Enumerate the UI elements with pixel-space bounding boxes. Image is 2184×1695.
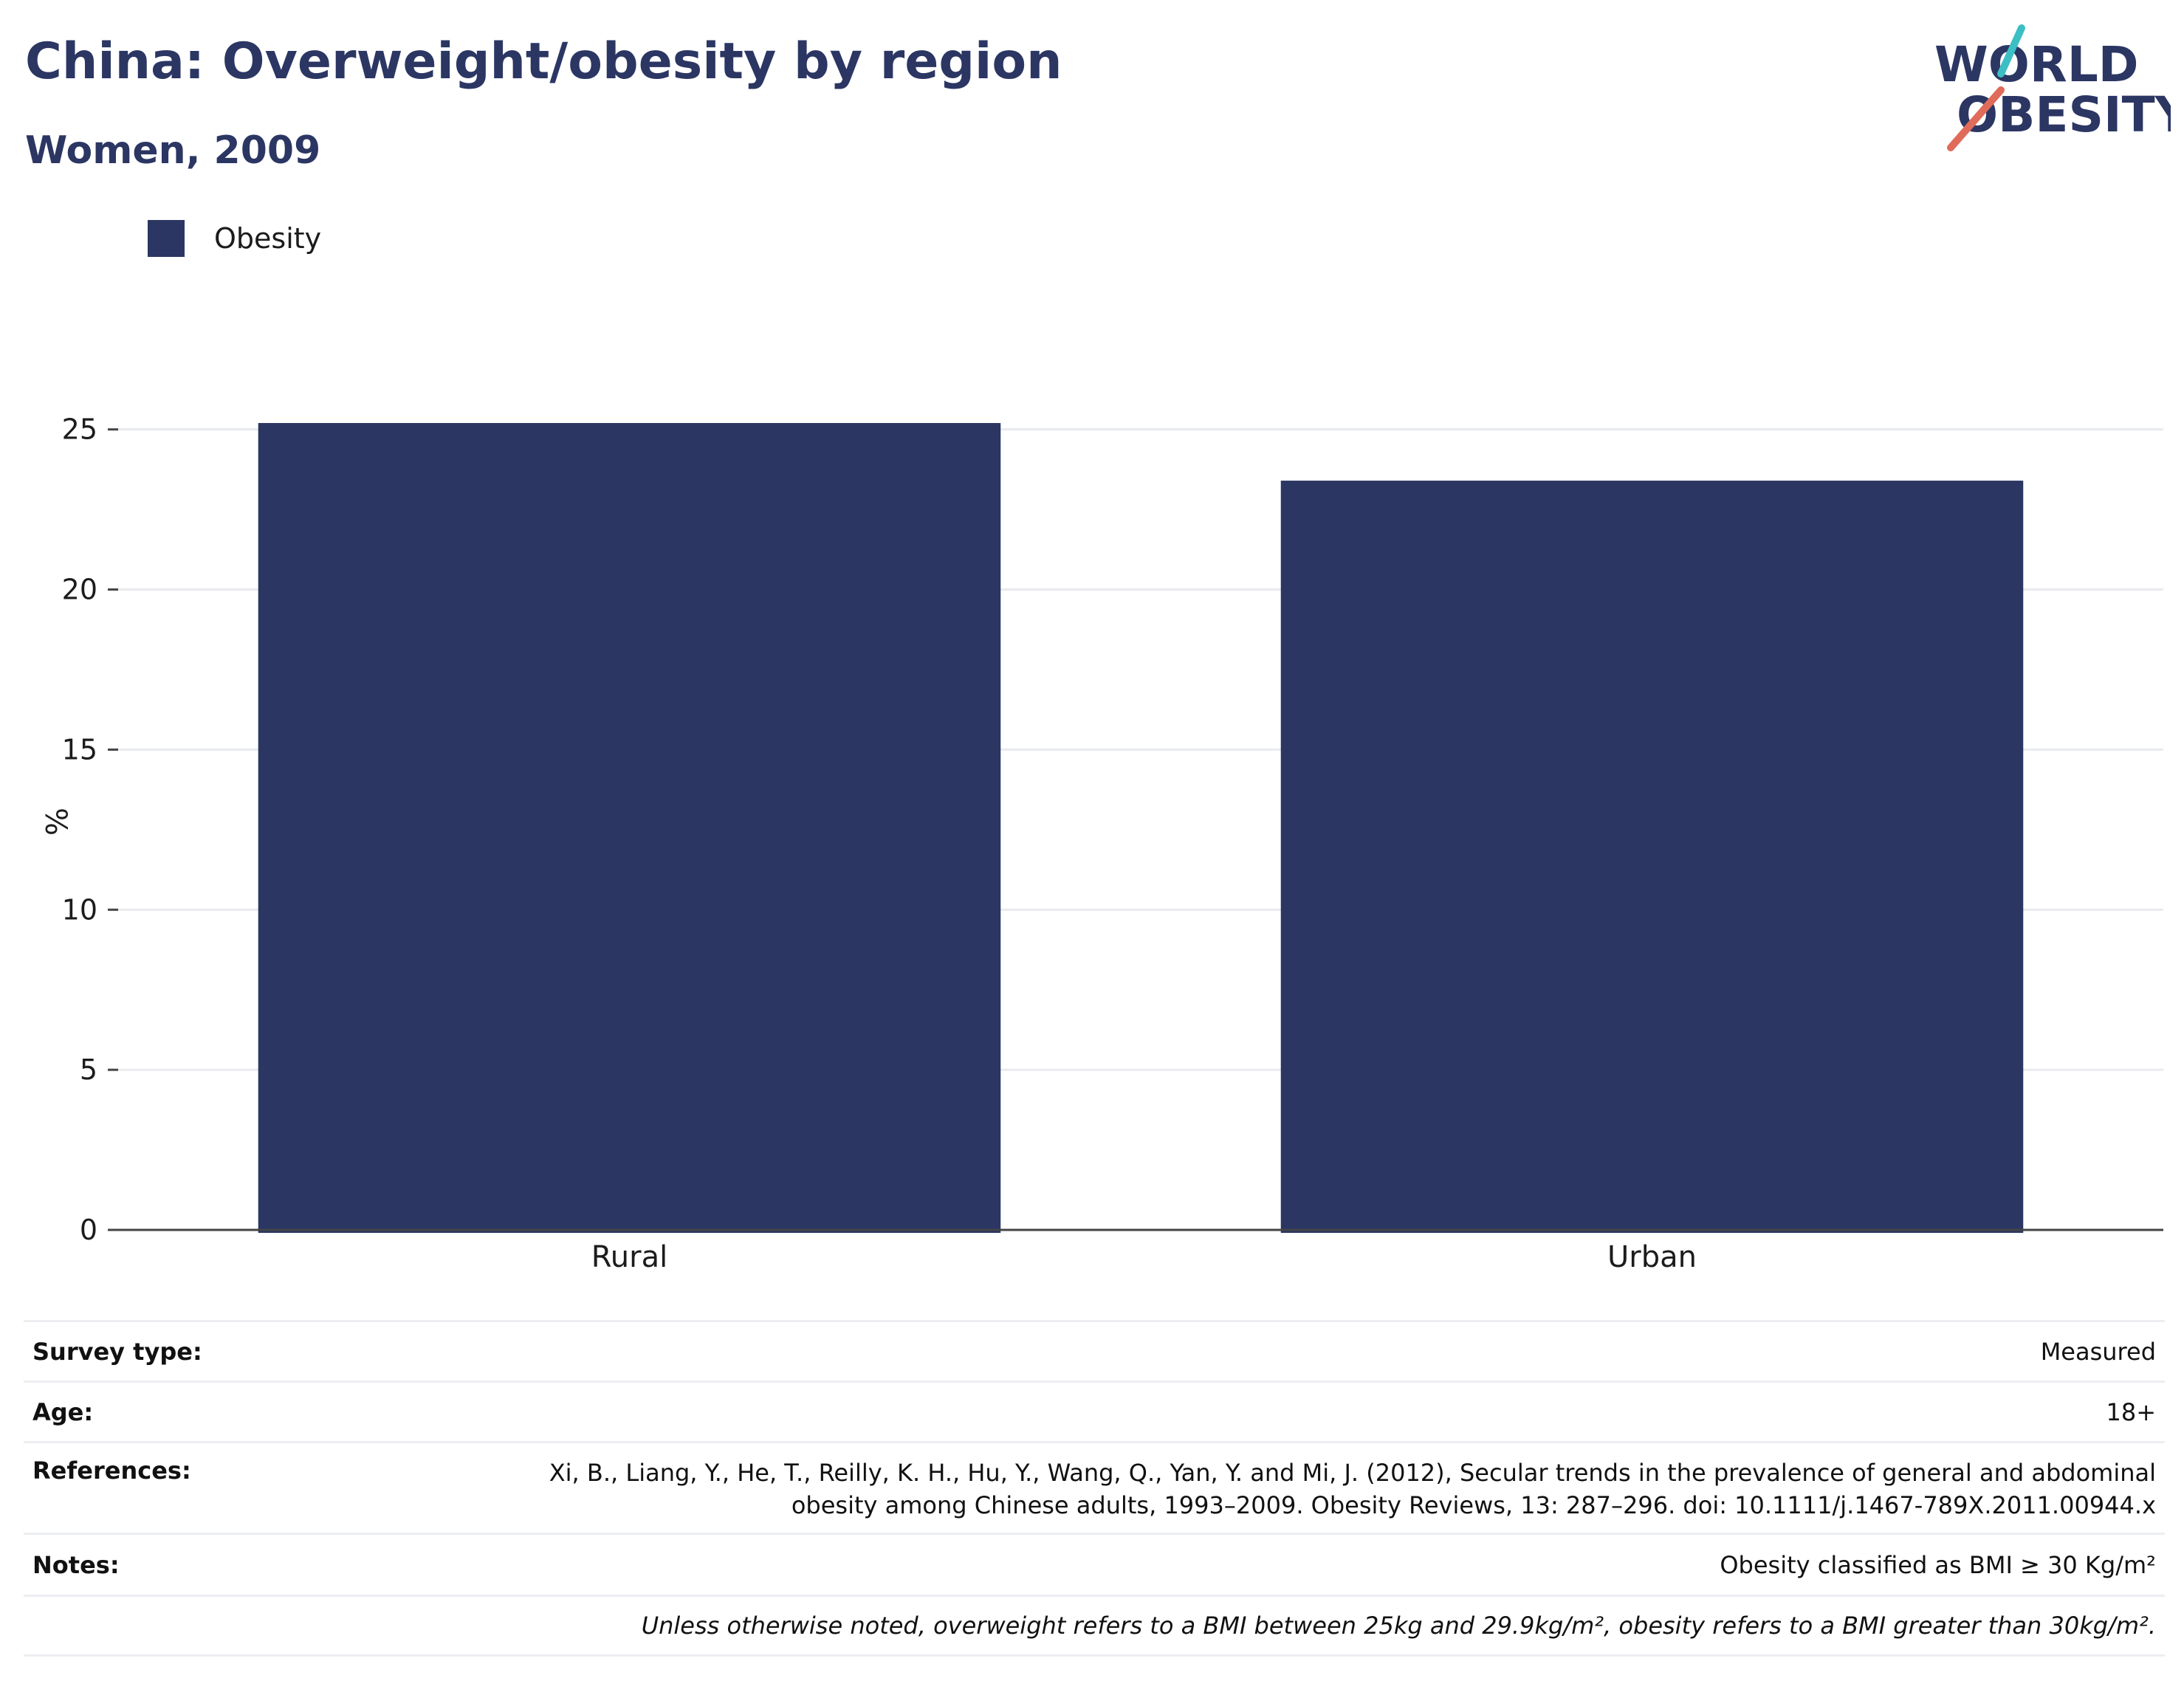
info-row-notes: Notes: Obesity classified as BMI ≥ 30 Kg… — [24, 1533, 2165, 1595]
survey-type-value: Measured — [2040, 1337, 2156, 1366]
info-row-references: References: Xi, B., Liang, Y., He, T., R… — [24, 1441, 2165, 1533]
logo-text-world: WORLD — [1934, 36, 2139, 93]
survey-type-label: Survey type: — [32, 1337, 202, 1366]
info-table: Survey type: Measured Age: 18+ Reference… — [24, 1320, 2165, 1657]
x-tick-label-rural: Rural — [591, 1240, 667, 1274]
chart-subtitle: Women, 2009 — [25, 128, 321, 173]
footnote-text: Unless otherwise noted, overweight refer… — [641, 1612, 2156, 1640]
references-line-1: Xi, B., Liang, Y., He, T., Reilly, K. H.… — [549, 1459, 2156, 1487]
logo-slash-teal — [1997, 24, 2025, 78]
notes-label: Notes: — [32, 1550, 120, 1579]
age-value: 18+ — [2106, 1397, 2156, 1426]
logo-slash-coral — [1947, 86, 2005, 151]
legend-swatch-obesity — [148, 220, 185, 257]
references-value: Xi, B., Liang, Y., He, T., Reilly, K. H.… — [549, 1457, 2156, 1522]
y-tick-label-5: 5 — [80, 1053, 97, 1086]
notes-value: Obesity classified as BMI ≥ 30 Kg/m² — [1720, 1550, 2156, 1579]
bar-chart: 0 5 10 15 20 25 Rural Urban% — [38, 413, 2163, 1274]
y-tick-label-10: 10 — [62, 893, 97, 926]
bars — [258, 423, 2024, 1234]
chart-title: China: Overweight/obesity by region — [25, 32, 1062, 91]
info-row-age: Age: 18+ — [24, 1381, 2165, 1441]
y-tick-label-15: 15 — [62, 733, 97, 766]
y-tick-label-25: 25 — [62, 413, 97, 446]
chart-legend[interactable]: Obesity — [148, 220, 321, 257]
legend-label-obesity: Obesity — [214, 222, 322, 255]
world-obesity-logo: WORLD OBESITY — [1934, 24, 2171, 151]
axes: 0 5 10 15 20 25 Rural Urban% — [38, 413, 2163, 1274]
bar-rural[interactable] — [258, 423, 1001, 1234]
info-row-footnote: Unless otherwise noted, overweight refer… — [24, 1595, 2165, 1657]
y-tick-label-20: 20 — [62, 574, 97, 606]
y-tick-label-0: 0 — [80, 1214, 97, 1246]
references-label: References: — [32, 1457, 191, 1485]
info-row-survey-type: Survey type: Measured — [24, 1320, 2165, 1381]
x-tick-label-urban: Urban — [1607, 1240, 1697, 1274]
y-axis-label: % — [38, 808, 72, 836]
age-label: Age: — [32, 1397, 94, 1426]
bar-urban[interactable] — [1280, 481, 2024, 1233]
references-line-2: obesity among Chinese adults, 1993–2009.… — [791, 1491, 2156, 1519]
